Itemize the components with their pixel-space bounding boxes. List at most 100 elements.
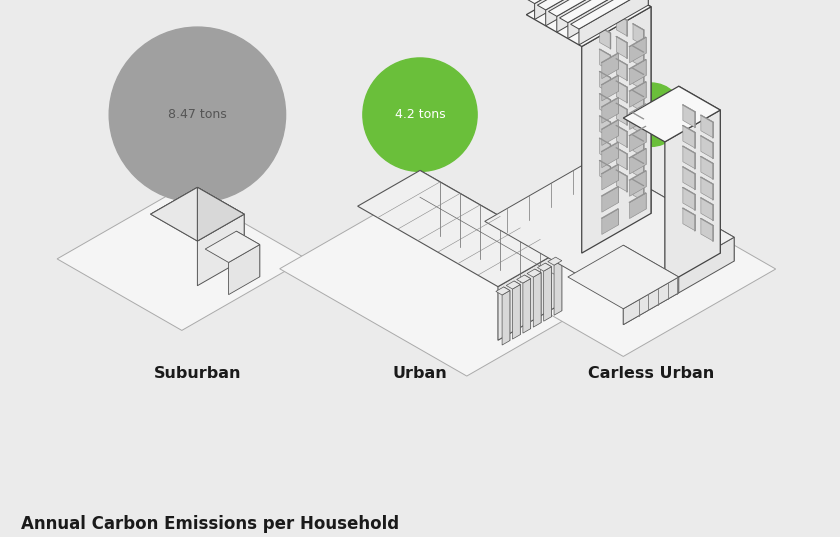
- Polygon shape: [420, 170, 560, 304]
- Polygon shape: [600, 115, 611, 138]
- Polygon shape: [601, 53, 618, 79]
- Polygon shape: [549, 0, 626, 16]
- Polygon shape: [701, 177, 713, 184]
- Polygon shape: [559, 0, 638, 23]
- Polygon shape: [507, 281, 520, 289]
- Polygon shape: [197, 187, 244, 241]
- Polygon shape: [599, 138, 611, 144]
- Polygon shape: [617, 81, 627, 103]
- Polygon shape: [640, 0, 648, 5]
- Polygon shape: [601, 164, 618, 174]
- Polygon shape: [599, 71, 611, 78]
- Polygon shape: [629, 126, 646, 152]
- Polygon shape: [633, 90, 644, 112]
- Polygon shape: [582, 7, 651, 253]
- Ellipse shape: [619, 83, 683, 147]
- Polygon shape: [616, 14, 627, 20]
- Polygon shape: [599, 93, 611, 100]
- Polygon shape: [568, 0, 638, 39]
- Polygon shape: [546, 0, 615, 26]
- Polygon shape: [633, 135, 644, 157]
- Polygon shape: [554, 261, 562, 315]
- Polygon shape: [633, 179, 644, 201]
- Polygon shape: [599, 115, 611, 122]
- Text: Carless Urban: Carless Urban: [588, 366, 714, 381]
- Polygon shape: [527, 0, 651, 47]
- Polygon shape: [543, 267, 551, 321]
- Polygon shape: [629, 170, 646, 180]
- Polygon shape: [502, 291, 510, 345]
- Polygon shape: [701, 218, 713, 241]
- Polygon shape: [683, 125, 696, 148]
- Polygon shape: [629, 148, 646, 158]
- Polygon shape: [197, 187, 244, 214]
- Polygon shape: [601, 120, 618, 146]
- Polygon shape: [444, 166, 775, 357]
- Text: 1.29
tons: 1.29 tons: [639, 104, 663, 126]
- Polygon shape: [358, 170, 560, 287]
- Polygon shape: [601, 208, 618, 219]
- Polygon shape: [150, 187, 197, 241]
- Polygon shape: [623, 245, 679, 293]
- Polygon shape: [701, 135, 713, 143]
- Polygon shape: [664, 110, 720, 285]
- Polygon shape: [683, 208, 696, 231]
- Polygon shape: [616, 36, 627, 43]
- Polygon shape: [701, 198, 713, 205]
- Polygon shape: [600, 138, 611, 160]
- Polygon shape: [533, 273, 541, 327]
- Polygon shape: [633, 46, 644, 68]
- Polygon shape: [514, 281, 520, 335]
- Polygon shape: [629, 82, 646, 91]
- Polygon shape: [682, 146, 696, 154]
- Polygon shape: [701, 177, 713, 200]
- Polygon shape: [527, 269, 541, 277]
- Polygon shape: [616, 59, 627, 65]
- Polygon shape: [701, 218, 713, 226]
- Polygon shape: [601, 187, 618, 212]
- Polygon shape: [616, 170, 627, 177]
- Polygon shape: [601, 209, 618, 235]
- Polygon shape: [633, 135, 644, 141]
- Polygon shape: [617, 148, 627, 170]
- Polygon shape: [617, 36, 627, 59]
- Polygon shape: [496, 287, 510, 295]
- Polygon shape: [623, 277, 679, 325]
- Polygon shape: [682, 187, 696, 195]
- Polygon shape: [629, 193, 646, 202]
- Polygon shape: [679, 86, 720, 253]
- Polygon shape: [527, 0, 604, 4]
- Polygon shape: [538, 0, 615, 10]
- Polygon shape: [601, 53, 618, 63]
- Polygon shape: [701, 115, 713, 122]
- Polygon shape: [485, 158, 734, 301]
- Text: Urban: Urban: [392, 366, 448, 381]
- Polygon shape: [599, 4, 611, 11]
- Polygon shape: [629, 59, 646, 69]
- Ellipse shape: [363, 58, 477, 171]
- Polygon shape: [600, 93, 611, 115]
- Polygon shape: [629, 37, 646, 47]
- Polygon shape: [197, 187, 244, 259]
- Polygon shape: [682, 208, 696, 215]
- Polygon shape: [535, 269, 541, 323]
- Polygon shape: [600, 71, 611, 93]
- Polygon shape: [600, 160, 611, 183]
- Polygon shape: [236, 231, 260, 277]
- Polygon shape: [601, 76, 618, 101]
- Text: 4.2 tons: 4.2 tons: [395, 108, 445, 121]
- Polygon shape: [596, 0, 651, 213]
- Polygon shape: [601, 142, 618, 152]
- Polygon shape: [150, 187, 197, 214]
- Polygon shape: [629, 149, 646, 174]
- Polygon shape: [534, 0, 604, 19]
- Polygon shape: [683, 105, 696, 128]
- Polygon shape: [555, 257, 562, 311]
- Polygon shape: [629, 60, 646, 85]
- Polygon shape: [548, 257, 562, 265]
- Polygon shape: [629, 104, 646, 114]
- Polygon shape: [701, 135, 713, 158]
- Polygon shape: [683, 166, 696, 190]
- Polygon shape: [623, 237, 734, 325]
- Text: Suburban: Suburban: [154, 366, 241, 381]
